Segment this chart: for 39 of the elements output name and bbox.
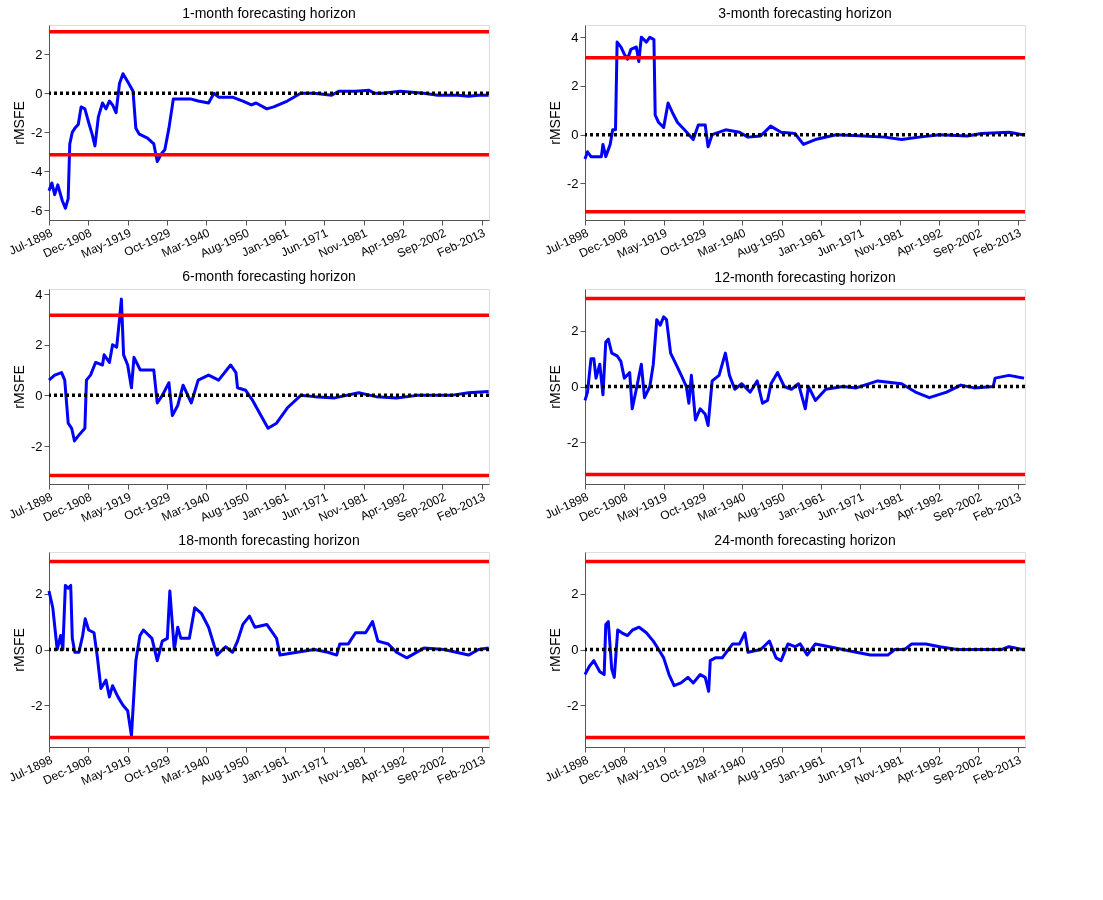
y-tick-label: 2 — [571, 586, 579, 602]
y-tick-label: 0 — [35, 387, 43, 403]
y-tick-label: 2 — [35, 337, 43, 353]
line-series — [47, 297, 491, 443]
line-series — [47, 583, 491, 738]
y-axis-title: rMSFE — [546, 101, 563, 145]
y-axis-title: rMSFE — [10, 101, 27, 145]
y-tick-label: 0 — [35, 642, 43, 657]
chart-title: 24-month forecasting horizon — [714, 532, 896, 548]
y-tick-label: -2 — [30, 124, 43, 140]
line-series — [583, 315, 1026, 427]
line-series — [583, 620, 1024, 693]
y-axis-title: rMSFE — [546, 365, 563, 409]
y-tick-label: -2 — [30, 697, 43, 713]
y-tick-label: -2 — [566, 175, 579, 191]
y-tick-label: 0 — [571, 379, 579, 394]
chart-title: 18-month forecasting horizon — [178, 532, 360, 548]
y-tick-label: -2 — [30, 438, 43, 454]
chart-title: 1-month forecasting horizon — [182, 5, 356, 21]
y-tick-label: 4 — [35, 286, 43, 302]
y-tick-label: 4 — [571, 29, 579, 45]
y-axis-title: rMSFE — [546, 628, 563, 672]
line-series — [47, 72, 491, 210]
chart-title: 6-month forecasting horizon — [182, 268, 356, 285]
y-tick-label: 0 — [35, 85, 43, 101]
y-axis-title: rMSFE — [10, 628, 27, 672]
y-tick-label: -6 — [30, 202, 43, 218]
y-tick-label: -2 — [566, 434, 579, 450]
y-tick-label: 0 — [571, 642, 579, 657]
y-tick-label: 2 — [571, 323, 579, 339]
chart-title: 12-month forecasting horizon — [714, 269, 896, 285]
y-tick-label: 2 — [35, 586, 43, 602]
y-tick-label: -2 — [566, 697, 579, 713]
y-tick-label: -4 — [30, 163, 43, 179]
chart-title: 3-month forecasting horizon — [718, 5, 892, 21]
y-tick-label: 2 — [571, 78, 579, 94]
y-axis-title: rMSFE — [10, 365, 27, 409]
y-tick-label: 2 — [35, 46, 43, 62]
y-tick-label: 0 — [571, 127, 579, 143]
